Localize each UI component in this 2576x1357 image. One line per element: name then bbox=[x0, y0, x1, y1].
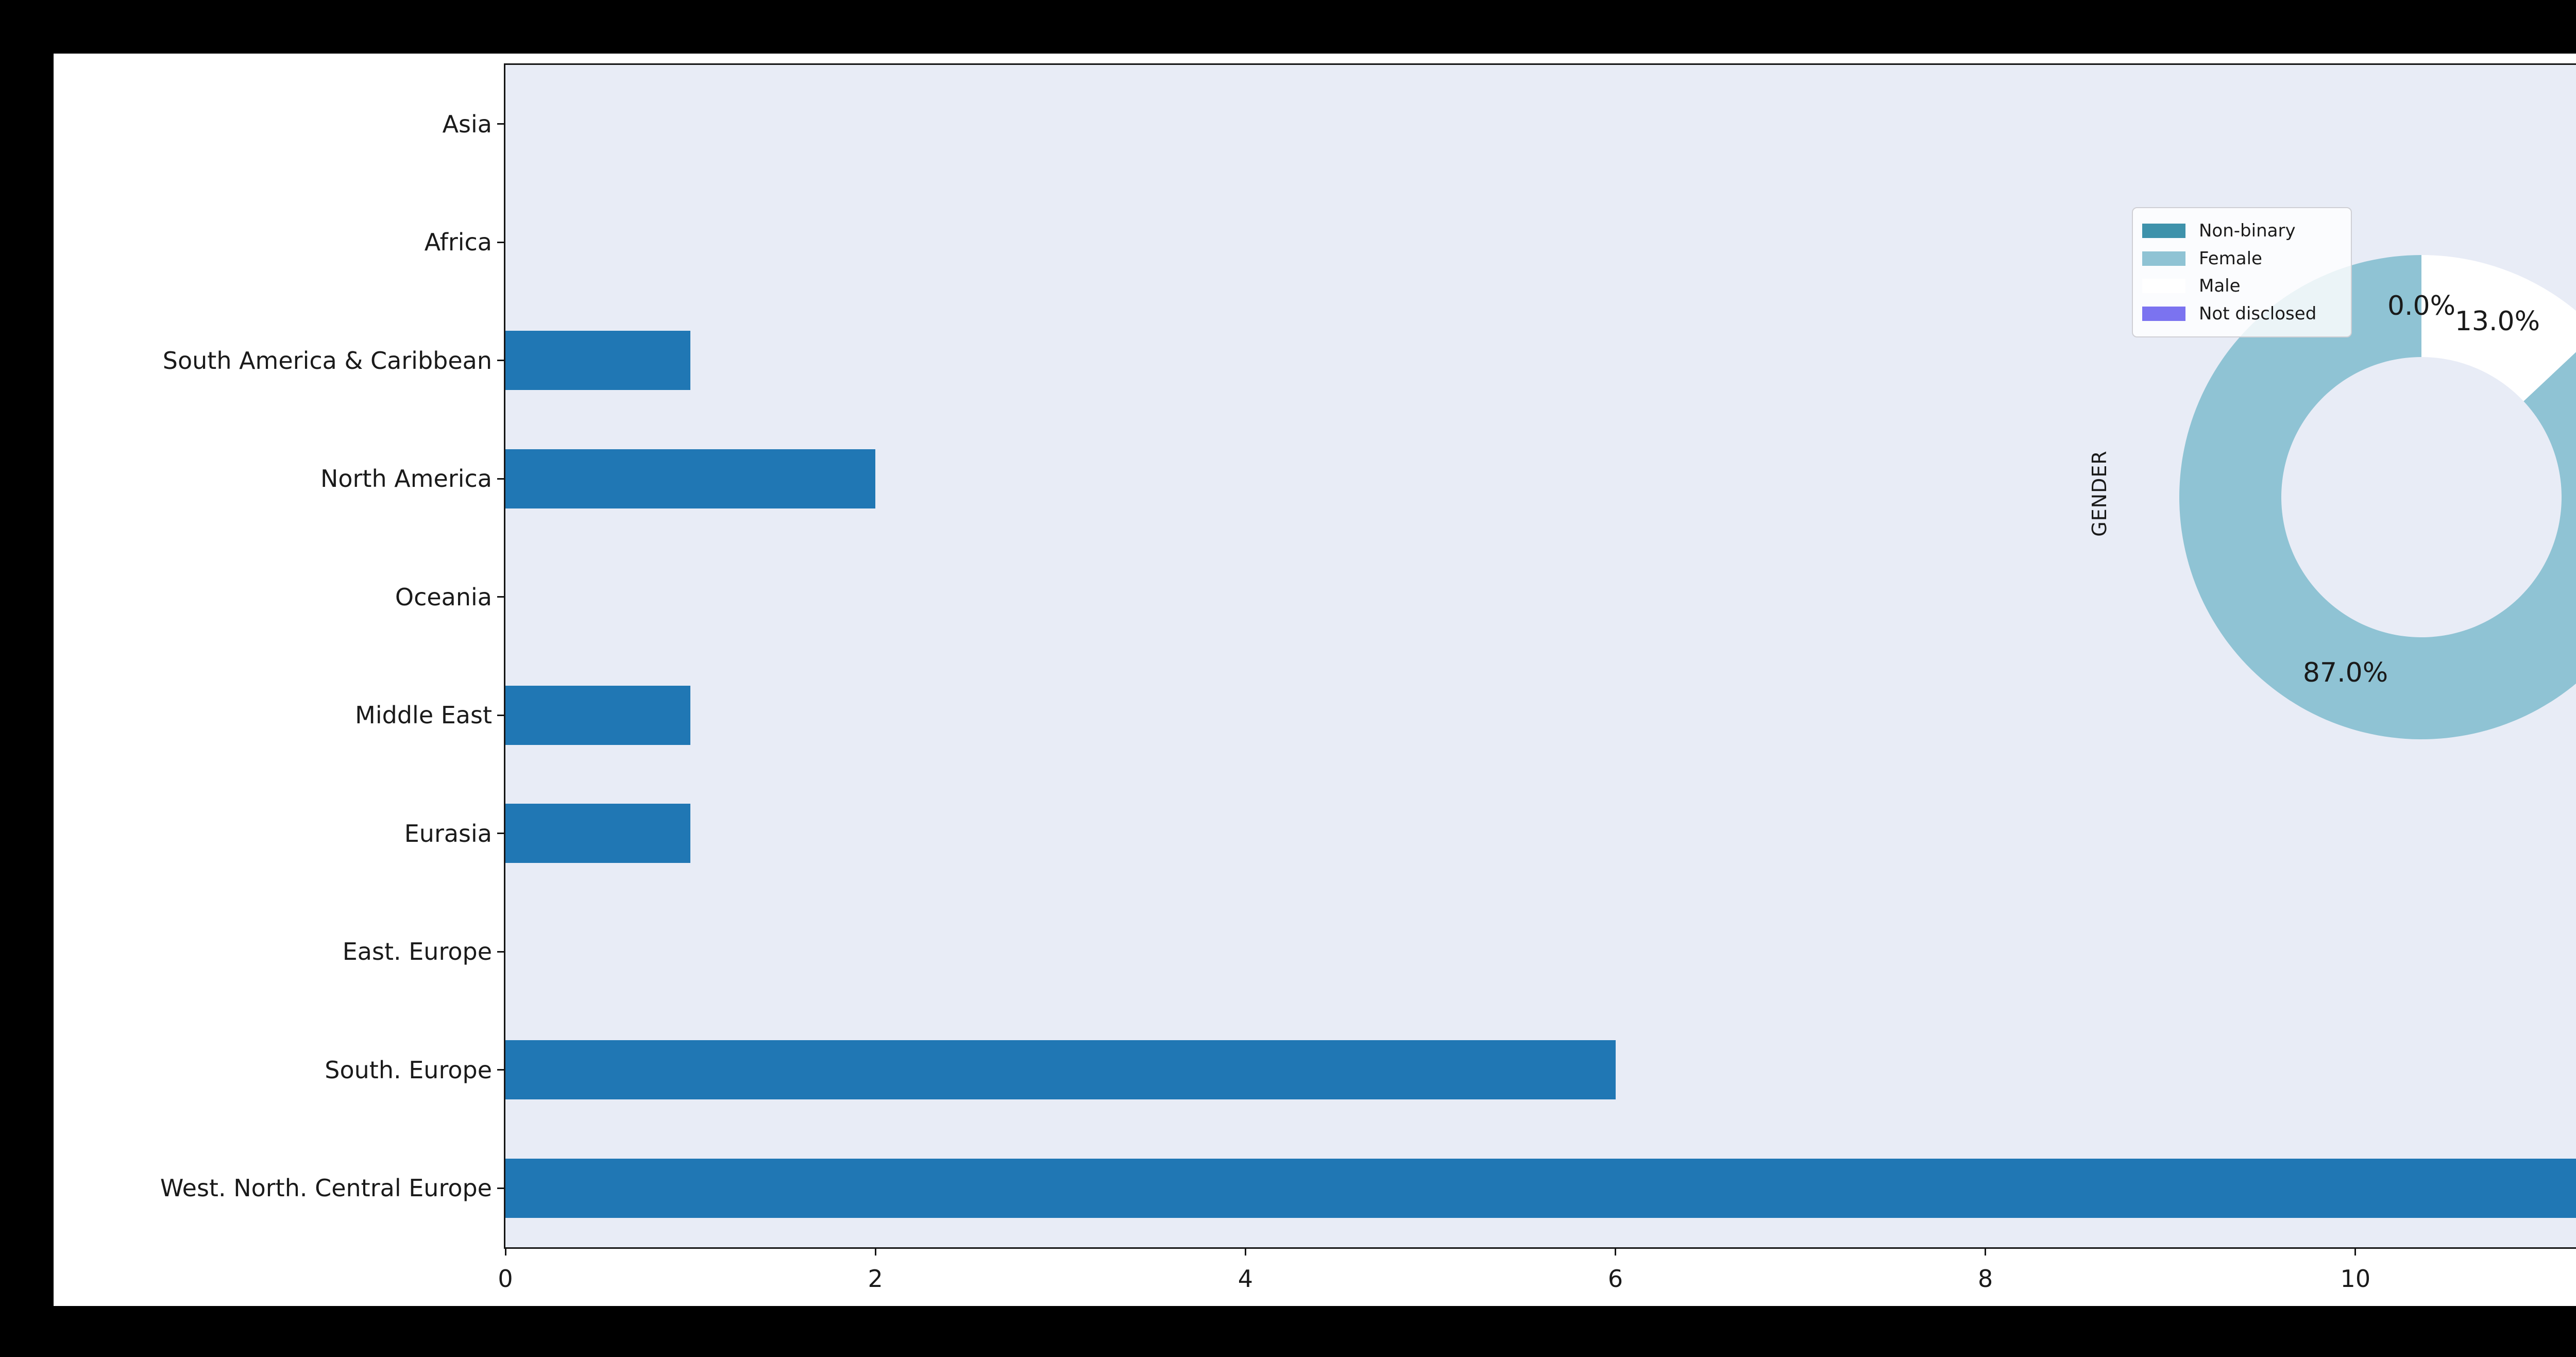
x-tick-mark bbox=[1985, 1247, 1987, 1256]
y-tick-label: Africa bbox=[424, 228, 492, 257]
legend-row-male: Male bbox=[2142, 276, 2342, 296]
y-tick-label: Asia bbox=[442, 110, 492, 138]
y-tick-label: Oceania bbox=[395, 583, 492, 611]
y-tick-mark bbox=[497, 951, 505, 953]
bar-north-america bbox=[505, 449, 876, 508]
donut-pct-label: 0.0% bbox=[2387, 290, 2456, 321]
legend-row-non-binary: Non-binary bbox=[2142, 220, 2342, 241]
y-tick-mark bbox=[497, 241, 505, 243]
y-tick-mark bbox=[497, 714, 505, 716]
bar-south-europe bbox=[505, 1040, 1616, 1100]
y-tick-label: North America bbox=[320, 465, 492, 493]
x-tick-label: 0 bbox=[498, 1265, 513, 1293]
legend-label: Male bbox=[2199, 276, 2241, 297]
legend-row-not-disclosed: Not disclosed bbox=[2142, 303, 2342, 324]
x-tick-label: 2 bbox=[868, 1265, 883, 1293]
x-tick-label: 8 bbox=[1978, 1265, 1993, 1293]
x-tick-label: 10 bbox=[2340, 1265, 2371, 1293]
donut-pct-label: 13.0% bbox=[2454, 306, 2540, 337]
x-tick-mark bbox=[1615, 1247, 1616, 1256]
y-tick-mark bbox=[497, 596, 505, 598]
y-tick-label: South. Europe bbox=[325, 1056, 492, 1084]
x-tick-mark bbox=[504, 1247, 506, 1256]
x-tick-mark bbox=[1244, 1247, 1246, 1256]
gender-legend: Non-binary Female Male Not disclosed bbox=[2132, 207, 2352, 337]
legend-swatch bbox=[2142, 279, 2185, 294]
figure: Asia Africa South America & Caribbean North… bbox=[54, 54, 2576, 1306]
y-tick-label: Eurasia bbox=[404, 819, 492, 847]
x-tick-label: 4 bbox=[1238, 1265, 1253, 1293]
donut-slice-male bbox=[2421, 255, 2576, 401]
legend-label: Female bbox=[2199, 248, 2262, 269]
donut-slice-female bbox=[2179, 255, 2576, 739]
y-tick-mark bbox=[497, 360, 505, 362]
legend-swatch bbox=[2142, 223, 2185, 238]
bar-west-north-central-europe bbox=[505, 1158, 2576, 1218]
gender-donut-chart bbox=[2179, 255, 2576, 739]
legend-swatch bbox=[2142, 307, 2185, 321]
y-tick-mark bbox=[497, 1187, 505, 1189]
legend-row-female: Female bbox=[2142, 248, 2342, 269]
legend-swatch bbox=[2142, 251, 2185, 266]
y-tick-label: South America & Caribbean bbox=[162, 346, 492, 375]
y-tick-mark bbox=[497, 1069, 505, 1071]
legend-label: Not disclosed bbox=[2199, 303, 2317, 325]
x-tick-mark bbox=[874, 1247, 876, 1256]
bar-eurasia bbox=[505, 804, 691, 863]
y-tick-mark bbox=[497, 123, 505, 125]
y-tick-label: East. Europe bbox=[342, 938, 492, 966]
x-tick-mark bbox=[2354, 1247, 2357, 1256]
bar-middle-east bbox=[505, 685, 691, 745]
legend-label: Non-binary bbox=[2199, 220, 2296, 241]
bar-south-america-caribbean bbox=[505, 331, 691, 391]
y-tick-mark bbox=[497, 833, 505, 835]
gender-axis-label: GENDER bbox=[2088, 450, 2111, 537]
x-tick-label: 6 bbox=[1607, 1265, 1623, 1293]
y-tick-label: West. North. Central Europe bbox=[160, 1174, 492, 1202]
donut-pct-label: 87.0% bbox=[2302, 657, 2388, 688]
y-tick-label: Middle East bbox=[355, 701, 492, 730]
y-tick-mark bbox=[497, 478, 505, 480]
